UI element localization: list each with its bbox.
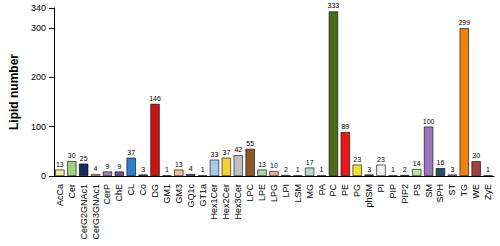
svg-text:23: 23 xyxy=(353,156,361,163)
svg-text:146: 146 xyxy=(149,95,161,102)
svg-text:1: 1 xyxy=(486,166,490,173)
svg-text:GM1: GM1 xyxy=(162,184,172,204)
svg-text:4: 4 xyxy=(189,165,193,172)
svg-text:GT1a: GT1a xyxy=(198,184,208,207)
svg-text:25: 25 xyxy=(80,155,88,162)
svg-text:17: 17 xyxy=(306,159,314,166)
svg-text:LPC: LPC xyxy=(245,184,255,202)
svg-text:Co: Co xyxy=(138,184,148,196)
svg-text:37: 37 xyxy=(127,149,135,156)
svg-text:SPH: SPH xyxy=(435,184,445,203)
svg-text:CerP: CerP xyxy=(102,184,112,205)
svg-text:55: 55 xyxy=(246,140,254,147)
svg-text:10: 10 xyxy=(270,162,278,169)
svg-text:Lipid number: Lipid number xyxy=(7,54,21,130)
svg-text:100: 100 xyxy=(423,118,435,125)
svg-text:13: 13 xyxy=(258,161,266,168)
svg-text:PA: PA xyxy=(317,184,327,195)
svg-text:89: 89 xyxy=(341,123,349,130)
svg-text:3: 3 xyxy=(141,166,145,173)
svg-text:9: 9 xyxy=(117,163,121,170)
svg-text:ChE: ChE xyxy=(114,184,124,202)
svg-text:4: 4 xyxy=(94,165,98,172)
svg-text:SM: SM xyxy=(424,184,434,198)
svg-text:3: 3 xyxy=(367,166,371,173)
svg-text:0: 0 xyxy=(41,171,46,181)
svg-text:PC: PC xyxy=(328,184,338,197)
svg-text:1: 1 xyxy=(296,166,300,173)
svg-text:100: 100 xyxy=(31,122,46,132)
svg-text:WE: WE xyxy=(471,184,481,199)
svg-text:PIP2: PIP2 xyxy=(400,184,410,204)
svg-text:1: 1 xyxy=(201,166,205,173)
svg-text:PG: PG xyxy=(352,184,362,197)
svg-text:2: 2 xyxy=(284,166,288,173)
svg-text:TG: TG xyxy=(459,184,469,197)
svg-text:30: 30 xyxy=(68,152,76,159)
svg-text:LPG: LPG xyxy=(269,184,279,202)
svg-text:33: 33 xyxy=(211,151,219,158)
svg-text:299: 299 xyxy=(458,19,470,26)
svg-text:Hex2Cer: Hex2Cer xyxy=(221,184,231,220)
svg-text:LPI: LPI xyxy=(281,184,291,198)
svg-text:200: 200 xyxy=(31,72,46,82)
svg-text:Cer: Cer xyxy=(67,184,77,199)
svg-text:23: 23 xyxy=(377,156,385,163)
svg-text:37: 37 xyxy=(222,149,230,156)
svg-text:14: 14 xyxy=(413,160,421,167)
svg-text:2: 2 xyxy=(403,166,407,173)
svg-text:PIP: PIP xyxy=(388,184,398,199)
svg-text:CL: CL xyxy=(126,184,136,196)
svg-text:PS: PS xyxy=(412,184,422,196)
svg-text:LSM: LSM xyxy=(293,184,303,203)
svg-text:1: 1 xyxy=(391,166,395,173)
svg-text:LPE: LPE xyxy=(257,184,267,201)
svg-text:42: 42 xyxy=(234,146,242,153)
svg-text:300: 300 xyxy=(31,23,46,33)
svg-text:3: 3 xyxy=(450,166,454,173)
svg-text:GQ1c: GQ1c xyxy=(186,184,196,208)
svg-text:ZyE: ZyE xyxy=(483,184,493,200)
svg-text:13: 13 xyxy=(175,161,183,168)
svg-text:GM3: GM3 xyxy=(174,184,184,204)
svg-text:13: 13 xyxy=(56,161,64,168)
svg-text:340: 340 xyxy=(31,3,46,13)
svg-text:AcCa: AcCa xyxy=(55,184,65,206)
svg-text:Hex3Cer: Hex3Cer xyxy=(233,184,243,220)
svg-text:DG: DG xyxy=(150,184,160,198)
svg-text:9: 9 xyxy=(105,163,109,170)
svg-text:Hex1Cer: Hex1Cer xyxy=(209,184,219,220)
svg-text:1: 1 xyxy=(165,166,169,173)
svg-text:PI: PI xyxy=(376,184,386,193)
svg-text:333: 333 xyxy=(328,2,340,9)
svg-text:CerG2GNAc1: CerG2GNAc1 xyxy=(79,184,89,240)
svg-text:ST: ST xyxy=(447,184,457,196)
svg-text:CerG3GNAc1: CerG3GNAc1 xyxy=(91,184,101,240)
svg-text:30: 30 xyxy=(472,152,480,159)
svg-text:1: 1 xyxy=(320,166,324,173)
svg-text:phSM: phSM xyxy=(364,184,374,208)
svg-text:MG: MG xyxy=(305,184,315,199)
svg-text:16: 16 xyxy=(437,159,445,166)
svg-text:PE: PE xyxy=(340,184,350,196)
